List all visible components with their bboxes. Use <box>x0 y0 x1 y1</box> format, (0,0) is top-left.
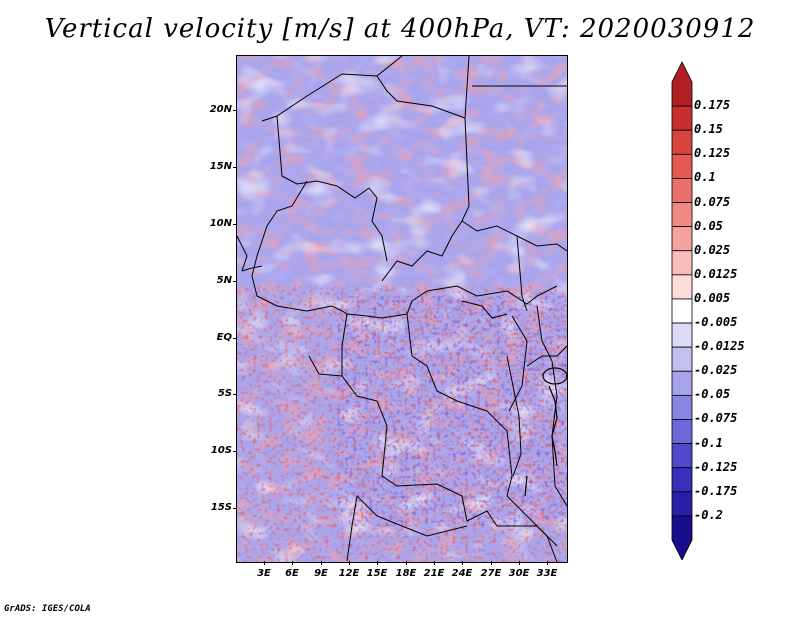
colorbar-swatch <box>671 61 693 107</box>
lat-tick <box>233 508 237 509</box>
colorbar-swatch <box>671 105 693 131</box>
colorbar-label: -0.05 <box>694 387 731 402</box>
lat-label-15S: 15S <box>210 502 232 513</box>
lakes <box>524 367 567 497</box>
colorbar-swatch <box>671 346 693 372</box>
colorbar-swatch <box>671 419 693 444</box>
lat-tick <box>233 167 237 168</box>
lon-tick <box>547 561 548 565</box>
colorbar-swatch <box>671 467 693 493</box>
lon-tick <box>462 561 463 565</box>
colorbar-label: 0.05 <box>694 218 723 233</box>
colorbar-label: -0.1 <box>694 435 723 450</box>
lat-label-15N: 15N <box>209 161 232 172</box>
lon-tick <box>406 561 407 565</box>
lat-label-10N: 10N <box>209 218 232 229</box>
colorbar-swatch <box>671 370 693 396</box>
colorbar-label: 0.005 <box>694 290 731 305</box>
lon-label-6E: 6E <box>285 568 299 579</box>
lat-tick <box>233 224 237 225</box>
country-borders <box>237 56 567 562</box>
colorbar-swatch <box>671 178 693 203</box>
map-plot-area <box>236 55 568 563</box>
lat-label-5N: 5N <box>216 275 232 286</box>
colorbar-swatch <box>671 250 693 276</box>
lat-tick <box>233 394 237 395</box>
velocity-field-map <box>237 56 567 562</box>
colorbar-label: -0.025 <box>694 363 738 378</box>
colorbar-swatch <box>671 515 693 560</box>
lon-label-30E: 30E <box>508 568 530 579</box>
lon-label-15E: 15E <box>366 568 388 579</box>
lat-label-5S: 5S <box>217 388 232 399</box>
lon-label-9E: 9E <box>314 568 328 579</box>
colorbar <box>671 61 693 560</box>
colorbar-swatch <box>671 226 693 252</box>
colorbar-label: 0.175 <box>694 98 731 113</box>
lon-tick <box>321 561 322 565</box>
credit-text: GrADS: IGES/COLA <box>4 604 91 614</box>
lat-label-EQ: EQ <box>216 332 232 343</box>
colorbar-swatch <box>671 274 693 300</box>
lat-tick <box>233 281 237 282</box>
lon-label-3E: 3E <box>257 568 271 579</box>
colorbar-label: -0.075 <box>694 411 738 426</box>
lon-label-33E: 33E <box>536 568 558 579</box>
chart-title: Vertical velocity [m/s] at 400hPa, VT: 2… <box>44 14 756 44</box>
colorbar-label: -0.005 <box>694 315 738 330</box>
colorbar-label: 0.075 <box>694 194 731 209</box>
colorbar-swatch <box>671 443 693 469</box>
colorbar-label: -0.175 <box>694 483 738 498</box>
colorbar-label: -0.0125 <box>694 339 745 354</box>
colorbar-label: 0.1 <box>694 170 716 185</box>
lon-tick <box>264 561 265 565</box>
lat-tick <box>233 110 237 111</box>
colorbar-label: -0.2 <box>694 507 723 522</box>
lon-tick <box>377 561 378 565</box>
lon-label-27E: 27E <box>480 568 502 579</box>
colorbar-swatch <box>671 491 693 517</box>
lon-label-18E: 18E <box>395 568 417 579</box>
lat-tick <box>233 451 237 452</box>
colorbar-swatch <box>671 322 693 348</box>
colorbar-swatch <box>671 153 693 179</box>
lon-label-24E: 24E <box>451 568 473 579</box>
lon-label-12E: 12E <box>338 568 360 579</box>
colorbar-swatch <box>671 298 693 324</box>
colorbar-label: -0.125 <box>694 459 738 474</box>
colorbar-swatch <box>671 129 693 155</box>
colorbar-swatch <box>671 394 693 420</box>
lat-tick <box>233 338 237 339</box>
lat-label-20N: 20N <box>209 104 232 115</box>
colorbar-label: 0.025 <box>694 242 731 257</box>
lon-label-21E: 21E <box>423 568 445 579</box>
lon-tick <box>434 561 435 565</box>
colorbar-label: 0.15 <box>694 122 723 137</box>
lat-label-10S: 10S <box>210 445 232 456</box>
lon-tick <box>292 561 293 565</box>
lon-tick <box>491 561 492 565</box>
lon-tick <box>349 561 350 565</box>
colorbar-label: 0.0125 <box>694 266 738 281</box>
lon-tick <box>519 561 520 565</box>
colorbar-swatch <box>671 202 693 228</box>
colorbar-label: 0.125 <box>694 146 731 161</box>
